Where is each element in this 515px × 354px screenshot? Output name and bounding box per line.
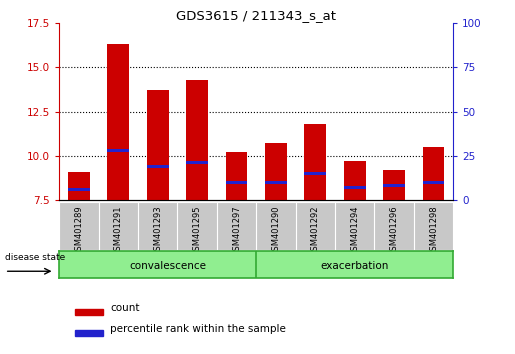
Bar	[423, 181, 444, 184]
Text: GSM401296: GSM401296	[390, 206, 399, 256]
Bar	[304, 172, 326, 175]
Text: disease state: disease state	[5, 253, 65, 262]
Text: GSM401298: GSM401298	[429, 206, 438, 256]
Bar	[108, 149, 129, 152]
Bar	[226, 152, 247, 200]
Bar	[147, 165, 168, 168]
Bar	[186, 80, 208, 200]
Text: GSM401297: GSM401297	[232, 206, 241, 256]
Text: GSM401291: GSM401291	[114, 206, 123, 256]
Bar	[265, 143, 287, 200]
Bar	[68, 188, 90, 191]
Text: percentile rank within the sample: percentile rank within the sample	[110, 324, 286, 334]
Bar	[108, 44, 129, 200]
Bar	[344, 186, 366, 189]
Bar	[383, 184, 405, 188]
Bar	[186, 161, 208, 164]
Bar	[75, 330, 102, 336]
Text: GSM401289: GSM401289	[75, 206, 83, 256]
Bar	[75, 309, 102, 315]
Bar	[344, 161, 366, 200]
Bar	[265, 181, 287, 184]
Bar	[226, 181, 247, 184]
Text: GSM401290: GSM401290	[271, 206, 280, 256]
Bar	[68, 172, 90, 200]
Text: GSM401294: GSM401294	[350, 206, 359, 256]
Title: GDS3615 / 211343_s_at: GDS3615 / 211343_s_at	[176, 9, 336, 22]
Text: GSM401292: GSM401292	[311, 206, 320, 256]
Bar	[304, 124, 326, 200]
Text: convalescence: convalescence	[129, 261, 206, 271]
Text: count: count	[110, 303, 140, 313]
Bar	[147, 90, 168, 200]
Bar	[383, 170, 405, 200]
Text: exacerbation: exacerbation	[320, 261, 389, 271]
Text: GSM401293: GSM401293	[153, 206, 162, 256]
Bar	[423, 147, 444, 200]
Text: GSM401295: GSM401295	[193, 206, 201, 256]
